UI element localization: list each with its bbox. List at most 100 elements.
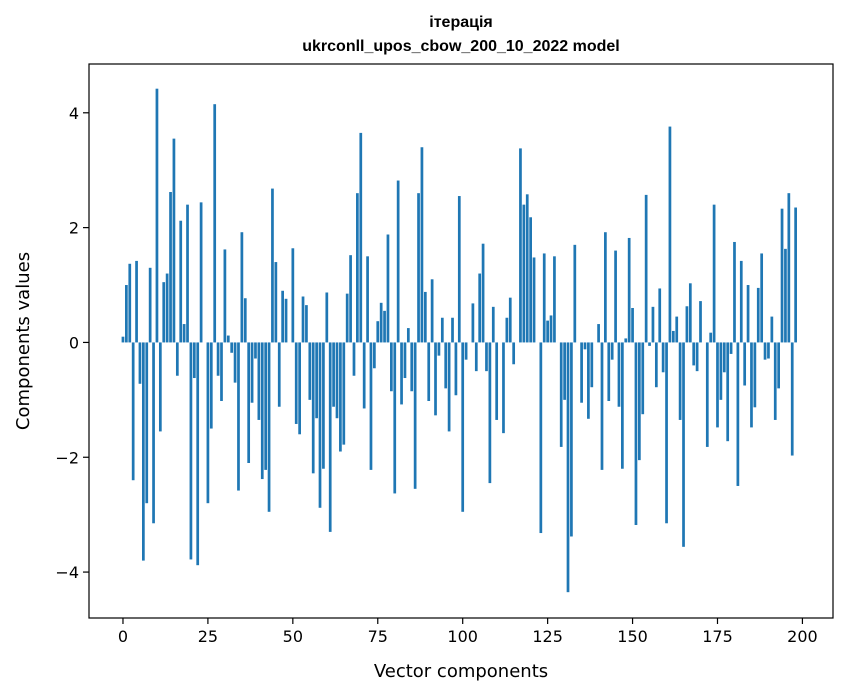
- bar-117: [519, 148, 522, 343]
- bar-78: [386, 234, 390, 343]
- bar-30: [223, 249, 227, 343]
- bar-135: [580, 342, 583, 403]
- bar-165: [682, 342, 685, 547]
- bar-121: [532, 257, 536, 343]
- bar-189: [763, 342, 767, 360]
- chart-subtitle: ukrconll_upos_cbow_200_10_2022 model: [302, 38, 619, 55]
- bar-180: [733, 241, 736, 343]
- bar-173: [709, 332, 713, 343]
- x-tick-label: 175: [702, 627, 733, 646]
- bar-83: [403, 342, 407, 379]
- bar-48: [284, 298, 288, 343]
- bar-193: [777, 342, 780, 389]
- bar-16: [175, 342, 179, 376]
- bar-129: [559, 342, 563, 447]
- bar-164: [678, 342, 682, 420]
- bar-179: [729, 342, 733, 354]
- bar-101: [464, 342, 468, 360]
- bar-174: [712, 204, 716, 343]
- bar-183: [743, 342, 747, 386]
- bar-133: [573, 244, 577, 343]
- bar-93: [437, 342, 441, 356]
- bar-97: [451, 317, 454, 343]
- bar-114: [508, 297, 512, 343]
- bar-10: [155, 88, 159, 343]
- bar-86: [413, 342, 417, 489]
- bar-72: [366, 256, 369, 343]
- bar-4: [135, 260, 138, 343]
- x-tick-label: 125: [532, 627, 563, 646]
- bar-184: [746, 285, 750, 343]
- bar-137: [587, 342, 590, 419]
- y-tick-label: 0: [69, 333, 79, 352]
- bar-192: [773, 342, 777, 420]
- y-axis-label: Components values: [13, 252, 34, 430]
- bar-194: [780, 208, 784, 343]
- bar-88: [420, 147, 424, 343]
- bar-96: [447, 342, 451, 432]
- bar-163: [675, 316, 679, 343]
- bar-158: [658, 288, 662, 343]
- bar-120: [529, 217, 532, 343]
- bar-149: [627, 237, 631, 343]
- y-axis-ticks: −4 −2 0 2 4: [55, 104, 89, 582]
- bar-28: [216, 342, 220, 376]
- x-tick-label: 150: [617, 627, 648, 646]
- y-tick-label: 4: [69, 104, 79, 123]
- bar-151: [634, 342, 638, 525]
- bar-57: [315, 342, 318, 419]
- bar-167: [688, 283, 692, 343]
- bar-46: [277, 342, 281, 407]
- bar-21: [192, 342, 196, 379]
- bar-54: [305, 305, 308, 343]
- bar-195: [784, 248, 787, 343]
- bar-80: [393, 342, 397, 494]
- y-tick-label: 2: [69, 219, 79, 238]
- bar-168: [692, 342, 696, 366]
- bar-23: [199, 202, 203, 343]
- bar-77: [383, 310, 386, 343]
- bar-7: [145, 342, 149, 504]
- bar-182: [739, 260, 743, 343]
- bar-172: [705, 342, 709, 447]
- bar-39: [254, 342, 257, 359]
- bar-153: [641, 342, 645, 415]
- bar-84: [406, 328, 410, 343]
- bar-108: [488, 342, 492, 484]
- bar-127: [553, 256, 556, 343]
- bar-160: [665, 342, 668, 524]
- y-tick-label: −4: [55, 563, 79, 582]
- bar-124: [542, 253, 546, 343]
- bar-75: [376, 321, 380, 343]
- bar-186: [753, 342, 757, 408]
- x-axis-label: Vector components: [374, 661, 548, 682]
- bar-155: [648, 342, 651, 346]
- bar-141: [600, 342, 604, 470]
- bar-59: [322, 342, 325, 469]
- bar-177: [722, 342, 726, 373]
- bar-55: [308, 342, 312, 400]
- bar-161: [668, 126, 672, 343]
- bar-82: [400, 342, 403, 405]
- chart-title: ітерація: [429, 14, 492, 31]
- bar-87: [417, 193, 420, 343]
- bar-118: [522, 204, 526, 343]
- bar-147: [621, 342, 624, 469]
- bar-92: [434, 342, 437, 416]
- bar-152: [638, 342, 641, 461]
- bar-32: [230, 342, 234, 353]
- bar-131: [566, 342, 570, 593]
- bar-138: [590, 342, 594, 388]
- bar-145: [614, 250, 617, 343]
- bar-95: [444, 342, 448, 389]
- bar-123: [539, 342, 543, 534]
- bar-41: [260, 342, 264, 480]
- bar-52: [298, 342, 301, 435]
- bar-70: [359, 132, 363, 343]
- bar-170: [699, 301, 702, 343]
- bar-94: [440, 317, 444, 343]
- bar-63: [335, 342, 339, 419]
- bar-31: [226, 335, 230, 343]
- bar-156: [651, 306, 655, 343]
- bar-150: [631, 307, 634, 343]
